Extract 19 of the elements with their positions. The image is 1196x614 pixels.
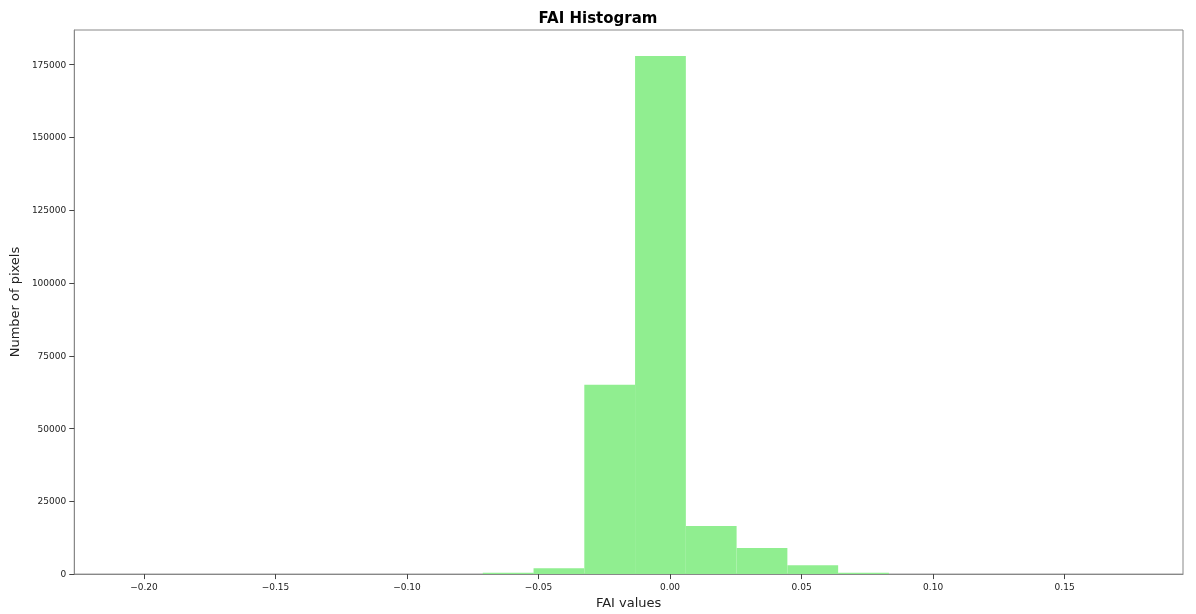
x-tick-label: 0.10 [923,581,944,592]
y-tick-label: 150000 [31,132,67,143]
x-tick-label: −0.20 [130,581,159,592]
y-tick-label: 175000 [31,59,67,70]
x-tick-label: −0.10 [393,581,422,592]
x-tick-label: 0.00 [660,581,681,592]
y-tick-label: 25000 [37,496,67,507]
y-tick-label: 100000 [31,277,67,288]
x-tick-label: −0.05 [524,581,553,592]
chart-title: FAI Histogram [538,8,658,27]
x-tick-label: 0.05 [791,581,812,592]
y-tick-label: 125000 [31,205,67,216]
x-axis-title: FAI values [595,595,662,610]
y-tick-label: 75000 [37,350,67,361]
y-tick-label: 0 [60,569,67,580]
y-tick-label: 50000 [37,423,67,434]
y-axis-title: Number of pixels [7,246,22,358]
x-tick-label: 0.15 [1054,581,1075,592]
x-tick-label: −0.15 [261,581,290,592]
